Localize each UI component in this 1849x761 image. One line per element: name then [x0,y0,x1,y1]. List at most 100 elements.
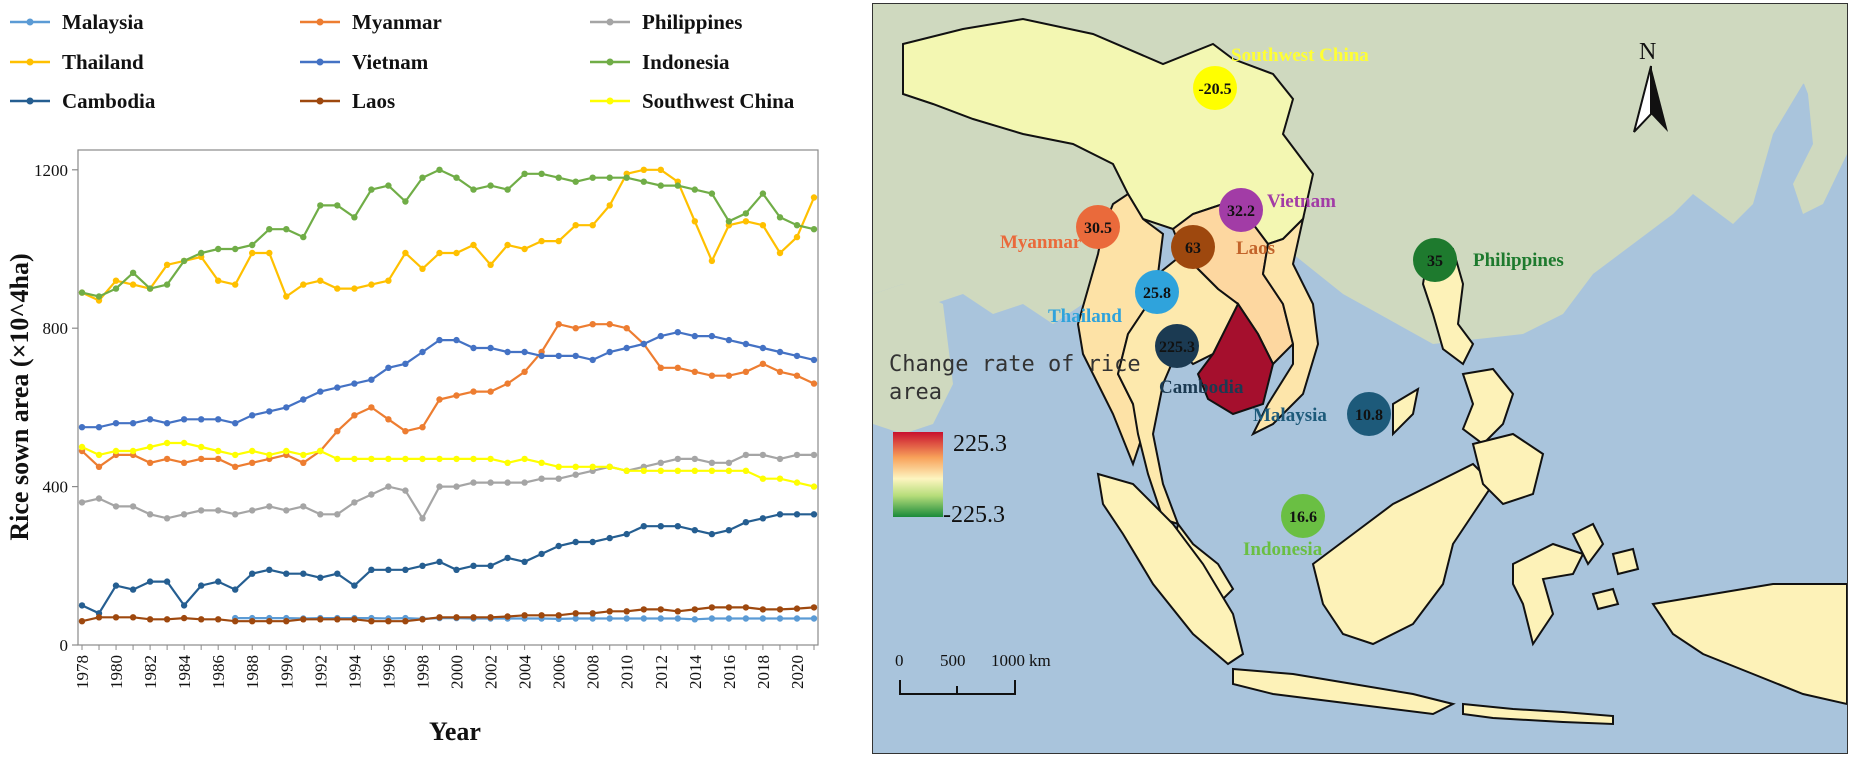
point-philippines-1980 [112,503,120,510]
point-philippines-1991 [300,503,307,510]
point-indonesia-1985 [198,249,205,257]
point-vietnam-1985 [198,416,205,423]
point-vietnam-2012 [657,332,664,340]
point-thailand-2006 [555,237,562,245]
y-tick-label-1200: 1200 [34,161,68,180]
point-myanmar-1985 [198,455,205,463]
point-philippines-1984 [180,511,188,518]
series-vietnam [78,329,818,431]
point-myanmar-2008 [589,321,596,328]
point-indonesia-1999 [436,166,443,173]
point-vietnam-1979 [95,424,103,431]
point-philippines-2007 [572,471,579,478]
point-southwest-china-1992 [317,447,324,455]
point-thailand-2008 [589,222,596,229]
point-laos-2005 [538,612,545,619]
point-philippines-1993 [334,511,341,518]
point-laos-2000 [453,614,460,621]
point-cambodia-1982 [146,578,154,585]
point-vietnam-1994 [351,380,358,387]
bubble-thailand [1135,270,1179,314]
point-vietnam-1978 [78,424,86,431]
chart-axes: 0 400 800 1200 1978 1980 1982 1984 1986 1988 1990 1… [34,161,815,690]
point-cambodia-1993 [334,570,341,577]
point-philippines-2016 [725,459,733,466]
x-tick-label-2004: 2004 [516,655,535,690]
point-myanmar-1988 [249,459,256,466]
point-malaysia-2013 [674,615,681,622]
point-thailand-1994 [351,285,358,292]
point-cambodia-1992 [317,574,324,581]
chart-legend: Malaysia Myanmar Philippines Thailand Vietna… [10,10,795,113]
country-label-southwest-china: Southwest China [1231,45,1369,66]
point-indonesia-2006 [555,174,562,181]
point-thailand-2005 [538,237,545,245]
point-laos-2016 [725,604,733,611]
map-panel: N Change rate of rice area 225.3 -225.3 [872,3,1848,754]
series-southwest-china [78,439,818,490]
point-indonesia-1984 [180,257,188,265]
point-cambodia-2006 [555,542,562,550]
point-southwest-china-1999 [436,455,443,463]
bubble-value-malaysia: 10.8 [1355,407,1383,424]
point-southwest-china-2005 [538,459,545,466]
point-philippines-2005 [538,475,545,482]
country-malaysia: 10.8 Malaysia [1253,392,1391,436]
point-indonesia-1981 [129,269,137,276]
point-indonesia-2020 [793,222,801,229]
point-southwest-china-2002 [487,455,494,463]
point-laos-1994 [351,616,358,623]
point-southwest-china-1994 [351,455,358,463]
point-laos-1978 [78,618,86,625]
point-indonesia-2012 [657,182,664,189]
point-malaysia-2011 [640,615,647,622]
y-tick-label-0: 0 [60,636,69,655]
region-new-guinea [1651,583,1847,706]
point-cambodia-1978 [78,602,86,609]
legend-label-myanmar: Myanmar [352,10,442,34]
point-vietnam-2001 [470,344,477,352]
plot-area-frame [77,149,819,646]
series-cambodia [78,511,818,617]
region-java [1232,667,1456,716]
point-vietnam-1982 [146,416,154,423]
point-thailand-2012 [657,166,664,173]
point-laos-2011 [640,606,647,613]
point-laos-1988 [249,618,256,625]
y-tick-label-800: 800 [43,319,69,338]
point-indonesia-2015 [708,190,716,197]
point-laos-1985 [198,616,205,623]
point-southwest-china-2008 [589,463,596,470]
point-thailand-1997 [402,249,409,257]
point-indonesia-1992 [317,202,324,209]
point-cambodia-2001 [470,562,477,569]
point-indonesia-2002 [487,182,494,189]
x-tick-label-2012: 2012 [652,655,671,689]
point-laos-2004 [521,612,528,619]
bubble-southwest-china [1193,66,1237,110]
point-indonesia-1993 [334,202,341,209]
bubble-value-southwest-china: -20.5 [1198,81,1231,98]
point-cambodia-1981 [129,586,137,593]
point-thailand-2020 [793,233,801,241]
point-malaysia-2008 [589,615,596,622]
point-indonesia-1990 [283,226,290,233]
point-myanmar-2003 [504,380,511,387]
point-laos-2018 [759,606,767,613]
point-vietnam-2017 [742,340,750,348]
point-vietnam-2014 [691,332,698,340]
point-malaysia-2016 [725,615,733,622]
country-label-thailand: Thailand [1048,306,1122,327]
point-vietnam-2015 [708,332,716,340]
country-label-laos: Laos [1236,238,1275,259]
point-thailand-1980 [112,277,120,284]
y-axis-title: Rice sown area (×10^4ha) [5,253,34,540]
point-laos-2003 [504,613,511,620]
point-laos-2015 [708,604,716,611]
x-tick-label-1994: 1994 [345,655,364,690]
point-myanmar-2004 [521,368,528,375]
point-myanmar-2013 [674,364,681,371]
point-philippines-2004 [521,479,528,486]
point-laos-2014 [691,606,698,613]
point-cambodia-1991 [300,570,307,577]
